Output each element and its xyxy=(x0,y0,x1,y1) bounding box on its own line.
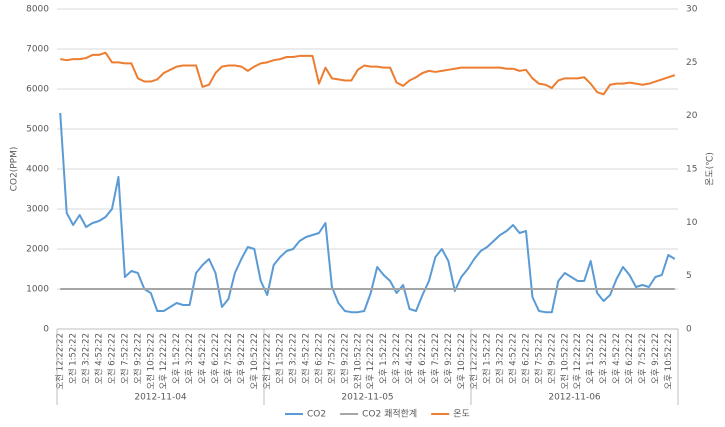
y-tick-label: 1000 xyxy=(26,285,49,295)
x-tick-label: 오후 4:52:22 xyxy=(405,333,415,384)
y-tick-label: 7000 xyxy=(26,45,49,55)
x-tick-label: 오전 7:52:22 xyxy=(326,333,337,384)
x-tick-label: 오전 7:52:22 xyxy=(533,333,544,384)
x-tick-label: 오전 6:22:22 xyxy=(313,333,324,384)
series-line xyxy=(60,51,676,96)
x-tick-label: 오후 1:52:22 xyxy=(379,333,389,384)
x-tick-label: 오후 12:22:22 xyxy=(159,333,169,390)
y-tick-label: 2000 xyxy=(26,245,49,255)
legend-label: 온도 xyxy=(453,409,470,420)
x-tick-label: 오전 3:22:22 xyxy=(81,333,92,384)
y2-tick-label: 25 xyxy=(686,58,697,68)
x-tick-label: 오전 1:52:22 xyxy=(68,333,79,384)
x-tick-label: 오전 3:22:22 xyxy=(495,333,506,384)
y-tick-label: 8000 xyxy=(26,5,49,15)
x-tick-label: 오전 10:52:22 xyxy=(145,333,156,390)
x-tick-label: 오후 4:52:22 xyxy=(612,333,622,384)
x-tick-label: 오전 3:22:22 xyxy=(288,333,299,384)
x-tick-label: 오전 12:22:22 xyxy=(469,333,480,390)
x-tick-label: 오전 4:52:22 xyxy=(94,333,105,384)
legend-label: CO2 쾌적한계 xyxy=(362,408,417,420)
x-tick-label: 오전 12:22:22 xyxy=(262,333,273,390)
x-tick-label: 오전 1:52:22 xyxy=(482,333,493,384)
x-tick-label: 오후 7:52:22 xyxy=(638,333,648,384)
x-group-label: 2012-11-05 xyxy=(341,393,393,403)
x-tick-label: 오후 6:22:22 xyxy=(211,333,221,384)
x-tick-label: 오전 9:22:22 xyxy=(546,333,557,384)
y-axis-title: CO2(PPM) xyxy=(10,147,20,192)
x-tick-label: 오전 9:22:22 xyxy=(132,333,143,384)
y2-tick-label: 15 xyxy=(686,165,697,175)
y2-tick-label: 10 xyxy=(686,218,698,228)
x-tick-label: 오전 10:52:22 xyxy=(559,333,570,390)
x-tick-label: 오후 10:52:22 xyxy=(457,333,467,390)
x-tick-label: 오후 7:52:22 xyxy=(224,333,234,384)
x-tick-label: 오후 9:22:22 xyxy=(444,333,454,384)
x-tick-label: 오전 4:52:22 xyxy=(508,333,519,384)
x-tick-label: 오전 7:52:22 xyxy=(119,333,130,384)
y2-axis-title: 온도(℃) xyxy=(705,152,716,186)
x-tick-label: 오후 9:22:22 xyxy=(651,333,661,384)
y-tick-label: 5000 xyxy=(26,125,49,135)
x-tick-label: 오후 12:22:22 xyxy=(366,333,376,390)
x-tick-label: 오후 7:52:22 xyxy=(431,333,441,384)
x-tick-label: 오후 1:52:22 xyxy=(586,333,596,384)
x-tick-label: 오전 1:52:22 xyxy=(275,333,286,384)
y2-tick-label: 0 xyxy=(686,325,692,335)
x-group-label: 2012-11-04 xyxy=(134,393,187,403)
y-tick-label: 0 xyxy=(43,325,49,335)
x-tick-label: 오전 10:52:22 xyxy=(352,333,363,390)
y-tick-label: 6000 xyxy=(26,85,49,95)
y2-tick-label: 30 xyxy=(686,5,698,15)
x-tick-label: 오후 10:52:22 xyxy=(664,333,674,390)
x-tick-label: 오후 3:22:22 xyxy=(392,333,402,384)
x-tick-label: 오후 1:52:22 xyxy=(172,333,182,384)
legend-label: CO2 xyxy=(307,410,326,420)
x-tick-label: 오후 6:22:22 xyxy=(625,333,635,384)
y2-tick-label: 5 xyxy=(686,271,692,281)
y-tick-label: 4000 xyxy=(26,165,49,175)
x-tick-label: 오전 9:22:22 xyxy=(339,333,350,384)
x-tick-label: 오후 12:22:22 xyxy=(573,333,583,390)
y-tick-label: 3000 xyxy=(26,205,49,215)
x-tick-label: 오후 4:52:22 xyxy=(198,333,208,384)
series-line xyxy=(59,112,676,314)
x-tick-label: 오후 9:22:22 xyxy=(237,333,247,384)
x-tick-label: 오후 3:22:22 xyxy=(599,333,609,384)
x-tick-label: 오후 6:22:22 xyxy=(418,333,428,384)
x-tick-label: 오전 6:22:22 xyxy=(106,333,117,384)
x-tick-label: 오후 10:52:22 xyxy=(250,333,260,390)
x-tick-label: 오전 4:52:22 xyxy=(301,333,312,384)
x-tick-label: 오전 6:22:22 xyxy=(520,333,531,384)
x-group-label: 2012-11-06 xyxy=(548,393,601,403)
x-tick-label: 오전 12:22:22 xyxy=(55,333,66,390)
x-tick-label: 오후 3:22:22 xyxy=(185,333,195,384)
y2-tick-label: 20 xyxy=(686,111,698,121)
